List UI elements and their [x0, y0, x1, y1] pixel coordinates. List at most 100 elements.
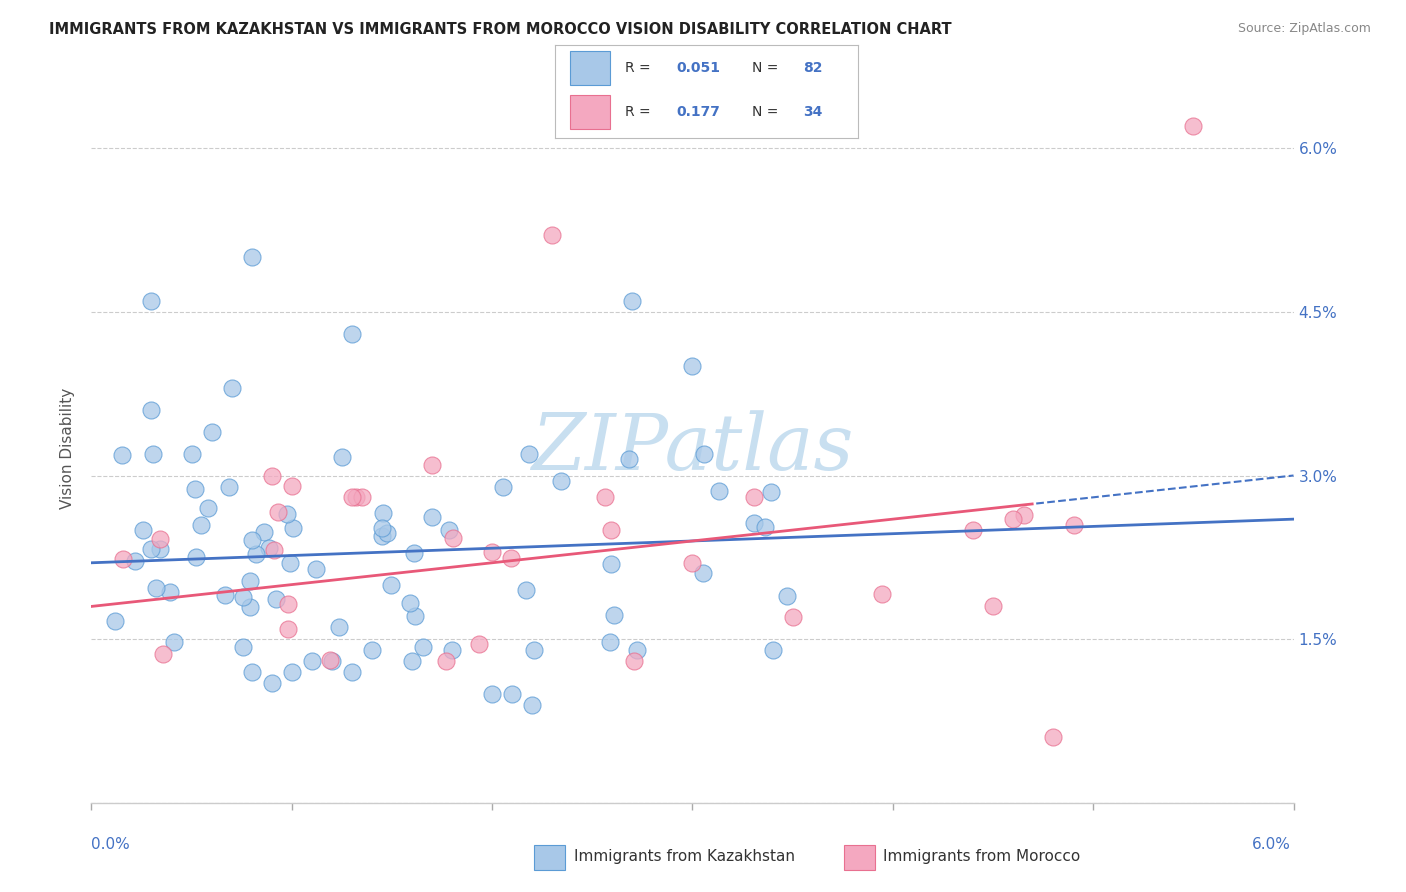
- Point: [599, 557, 621, 571]
- Point: [481, 545, 503, 559]
- Point: [398, 597, 420, 611]
- Point: [761, 643, 783, 657]
- Point: [499, 550, 522, 565]
- Text: 82: 82: [803, 61, 823, 75]
- Point: [141, 403, 163, 417]
- Point: [340, 665, 363, 679]
- Point: [402, 546, 425, 560]
- Point: [621, 293, 644, 308]
- Text: Source: ZipAtlas.com: Source: ZipAtlas.com: [1237, 22, 1371, 36]
- Point: [742, 491, 765, 505]
- Point: [1063, 518, 1085, 533]
- Point: [599, 524, 621, 538]
- Point: [360, 643, 382, 657]
- Point: [420, 458, 443, 472]
- Y-axis label: Vision Disability: Vision Disability: [60, 388, 76, 508]
- Point: [242, 533, 264, 547]
- Point: [681, 359, 703, 374]
- Point: [481, 687, 503, 701]
- Point: [141, 293, 163, 308]
- Point: [692, 566, 714, 580]
- Text: ZIPatlas: ZIPatlas: [531, 410, 853, 486]
- Text: 0.0%: 0.0%: [91, 837, 131, 852]
- Point: [328, 620, 350, 634]
- Point: [111, 448, 134, 462]
- Point: [434, 654, 457, 668]
- Point: [149, 542, 172, 557]
- Point: [370, 521, 392, 535]
- Point: [232, 590, 254, 604]
- Point: [981, 599, 1004, 614]
- Point: [468, 637, 491, 651]
- Point: [742, 516, 765, 530]
- Point: [319, 653, 342, 667]
- Text: 6.0%: 6.0%: [1251, 837, 1291, 852]
- Point: [617, 452, 640, 467]
- Point: [350, 491, 373, 505]
- Point: [159, 584, 181, 599]
- Point: [264, 592, 287, 607]
- Point: [626, 643, 648, 657]
- Point: [321, 654, 343, 668]
- Point: [124, 554, 146, 568]
- Point: [260, 675, 283, 690]
- Point: [277, 623, 299, 637]
- Point: [197, 500, 219, 515]
- Point: [515, 582, 537, 597]
- Point: [240, 665, 263, 679]
- Point: [277, 598, 299, 612]
- Point: [380, 578, 402, 592]
- Text: N =: N =: [752, 105, 783, 119]
- Text: 34: 34: [803, 105, 823, 119]
- Point: [301, 654, 323, 668]
- Point: [870, 587, 893, 601]
- Point: [263, 542, 285, 557]
- Point: [1001, 512, 1024, 526]
- Text: Immigrants from Morocco: Immigrants from Morocco: [883, 849, 1080, 863]
- Point: [257, 541, 280, 556]
- Point: [304, 562, 326, 576]
- Point: [239, 600, 262, 615]
- Point: [218, 480, 240, 494]
- Point: [1042, 731, 1064, 745]
- Text: R =: R =: [624, 61, 655, 75]
- FancyBboxPatch shape: [571, 51, 610, 85]
- Point: [253, 524, 276, 539]
- Point: [260, 468, 283, 483]
- Point: [593, 491, 616, 505]
- Point: [149, 532, 172, 546]
- Point: [517, 447, 540, 461]
- Point: [344, 491, 367, 505]
- Point: [190, 517, 212, 532]
- Point: [132, 523, 155, 537]
- Point: [520, 698, 543, 712]
- Point: [754, 520, 776, 534]
- Point: [420, 509, 443, 524]
- Point: [782, 610, 804, 624]
- Point: [111, 552, 134, 566]
- Point: [145, 581, 167, 595]
- Point: [139, 542, 162, 557]
- Point: [232, 640, 254, 654]
- Point: [623, 654, 645, 668]
- Point: [1182, 120, 1205, 134]
- Point: [962, 523, 984, 537]
- Point: [152, 647, 174, 661]
- Point: [603, 608, 626, 623]
- Point: [240, 250, 263, 264]
- Point: [681, 556, 703, 570]
- Point: [104, 614, 127, 628]
- FancyBboxPatch shape: [571, 95, 610, 129]
- Point: [245, 547, 267, 561]
- Point: [599, 635, 621, 649]
- Point: [371, 506, 394, 520]
- Point: [180, 447, 202, 461]
- Point: [1012, 508, 1035, 522]
- Point: [441, 531, 464, 545]
- Point: [401, 654, 423, 668]
- Point: [775, 589, 797, 603]
- Point: [214, 588, 236, 602]
- Point: [184, 482, 207, 496]
- Point: [201, 425, 224, 439]
- Point: [501, 687, 523, 701]
